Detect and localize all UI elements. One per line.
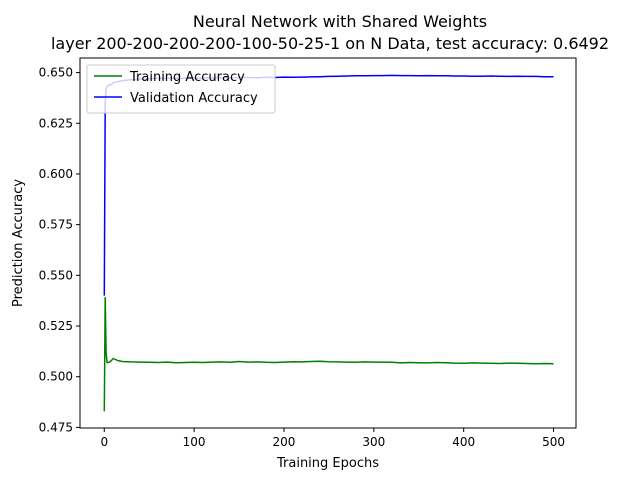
chart-subtitle: layer 200-200-200-200-100-50-25-1 on N D…: [51, 34, 609, 53]
chart-title: Neural Network with Shared Weights: [193, 12, 487, 31]
x-tick-label: 0: [100, 435, 108, 449]
x-tick-label: 300: [362, 435, 385, 449]
axes: 0 100 200 300 400 500 0.475 0.500 0.525 0.550 0.57…: [39, 66, 565, 449]
y-tick-label: 0.625: [39, 116, 73, 130]
plot-frame: [79, 57, 577, 429]
y-tick-label: 0.600: [39, 167, 73, 181]
x-axis-title: Training Epochs: [276, 456, 379, 471]
legend-box: [86, 64, 276, 114]
series-line-training-accuracy: [103, 296, 554, 412]
y-axis-title: Prediction Accuracy: [11, 179, 26, 307]
y-tick-label: 0.575: [39, 218, 73, 232]
y-tick-label: 0.650: [39, 66, 73, 80]
x-tick-label: 100: [183, 435, 206, 449]
legend: Training Accuracy Validation Accuracy: [86, 64, 276, 114]
y-tick-label: 0.500: [39, 370, 73, 384]
y-tick-label: 0.550: [39, 268, 73, 282]
x-tick-label: 500: [542, 435, 565, 449]
x-tick-label: 400: [452, 435, 475, 449]
legend-label-training: Training Accuracy: [129, 70, 245, 85]
y-tick-label: 0.475: [39, 420, 73, 434]
legend-label-validation: Validation Accuracy: [130, 91, 258, 106]
y-tick-label: 0.525: [39, 319, 73, 333]
x-tick-label: 200: [273, 435, 296, 449]
